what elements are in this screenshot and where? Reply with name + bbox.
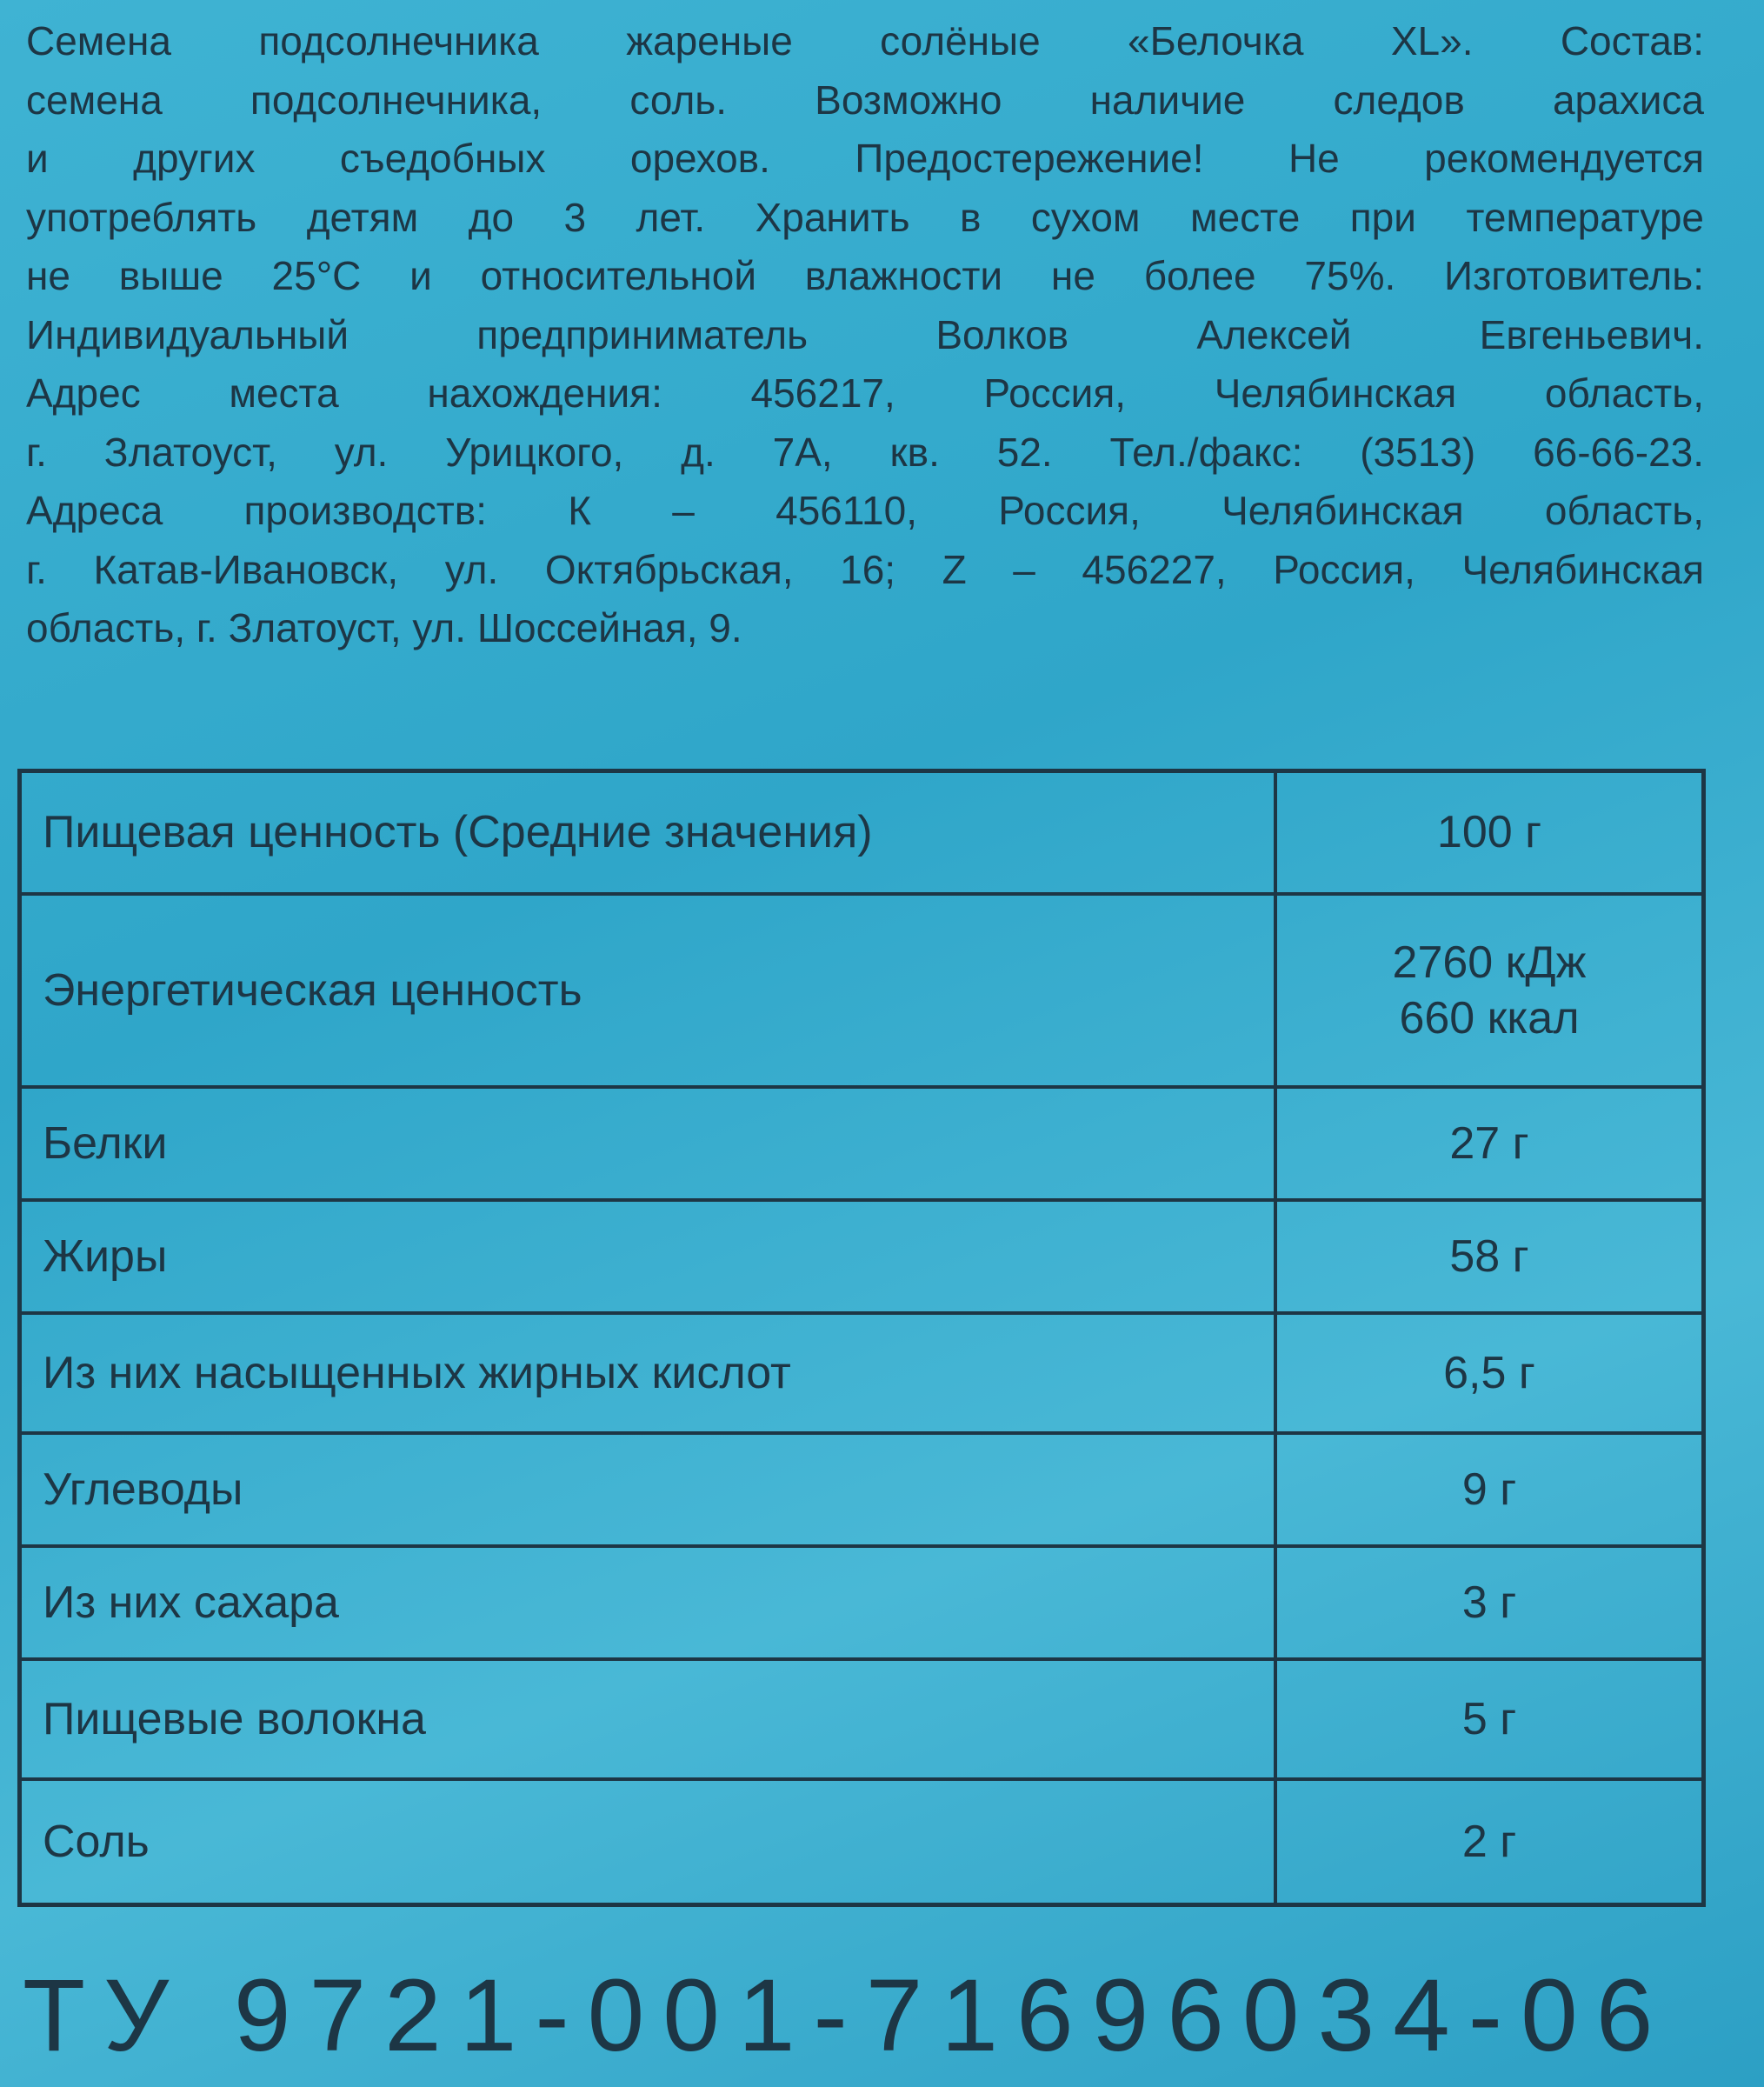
nutrient-value: 2760 кДж 660 ккал <box>1274 891 1706 1089</box>
nutrient-label: Пищевая ценность (Средние значения) <box>17 769 1277 896</box>
table-row: Энергетическая ценность 2760 кДж 660 ккал <box>17 891 1706 1089</box>
nutrient-value: 6,5 г <box>1274 1310 1706 1435</box>
nutrient-value: 5 г <box>1274 1657 1706 1781</box>
table-row: Соль 2 г <box>17 1777 1706 1907</box>
value-text: 6,5 г <box>1443 1347 1535 1398</box>
text-line: Адреса производств: К – 456110, Россия, … <box>26 488 1704 533</box>
description: Семена подсолнечника жареные солёные «Бе… <box>26 12 1704 658</box>
value-text: 5 г <box>1461 1693 1517 1744</box>
nutrient-label: Белки <box>17 1084 1277 1202</box>
table-row: Белки 27 г <box>17 1084 1706 1202</box>
text-line: семена подсолнечника, соль. Возможно нал… <box>26 77 1704 123</box>
value-text: 9 г <box>1461 1464 1517 1515</box>
value-text: 2 г <box>1461 1816 1517 1867</box>
value-text: 660 ккал <box>1399 992 1580 1044</box>
nutrient-value: 2 г <box>1274 1777 1706 1907</box>
nutrient-value: 100 г <box>1274 769 1706 896</box>
text-line: г. Катав-Ивановск, ул. Октябрьская, 16; … <box>26 546 1704 592</box>
value-text: 2760 кДж <box>1392 937 1587 988</box>
standard-code: ТУ 9721-001-71696034-06 <box>23 1958 1672 2073</box>
nutrient-value: 27 г <box>1274 1084 1706 1202</box>
table-row: Пищевые волокна 5 г <box>17 1657 1706 1781</box>
text-line: Адрес места нахождения: 456217, Россия, … <box>26 370 1704 416</box>
text-line: употреблять детям до 3 лет. Хранить в су… <box>26 194 1704 240</box>
value-text: 3 г <box>1461 1577 1517 1628</box>
text-line: не выше 25°С и относительной влажности н… <box>26 253 1704 298</box>
nutrient-value: 58 г <box>1274 1197 1706 1315</box>
nutrient-label: Соль <box>17 1777 1277 1907</box>
nutrient-value: 9 г <box>1274 1430 1706 1548</box>
table-row: Жиры 58 г <box>17 1197 1706 1315</box>
nutrient-value: 3 г <box>1274 1544 1706 1661</box>
nutrient-label: Энергетическая ценность <box>17 891 1277 1089</box>
nutrient-label: Пищевые волокна <box>17 1657 1277 1781</box>
value-text: 58 г <box>1449 1230 1529 1282</box>
value-text: 100 г <box>1436 807 1542 858</box>
table-row: Из них насыщенных жирных кислот 6,5 г <box>17 1310 1706 1435</box>
nutrient-label: Из них сахара <box>17 1544 1277 1661</box>
value-text: 27 г <box>1449 1117 1529 1169</box>
text-line: Семена подсолнечника жареные солёные «Бе… <box>26 18 1704 63</box>
text-line: область, г. Златоуст, ул. Шоссейная, 9. <box>26 605 742 650</box>
nutrient-label: Углеводы <box>17 1430 1277 1548</box>
nutrition-table: Пищевая ценность (Средние значения) 100 г… <box>17 769 1706 1907</box>
text-line: Индивидуальный предприниматель Волков Ал… <box>26 311 1704 357</box>
table-row: Пищевая ценность (Средние значения) 100 г <box>17 769 1706 896</box>
nutrient-label: Из них насыщенных жирных кислот <box>17 1310 1277 1435</box>
table-row: Из них сахара 3 г <box>17 1544 1706 1661</box>
table-row: Углеводы 9 г <box>17 1430 1706 1548</box>
text-line: и других съедобных орехов. Предостережен… <box>26 136 1704 181</box>
nutrient-label: Жиры <box>17 1197 1277 1315</box>
text-line: г. Златоуст, ул. Урицкого, д. 7А, кв. 52… <box>26 429 1704 475</box>
